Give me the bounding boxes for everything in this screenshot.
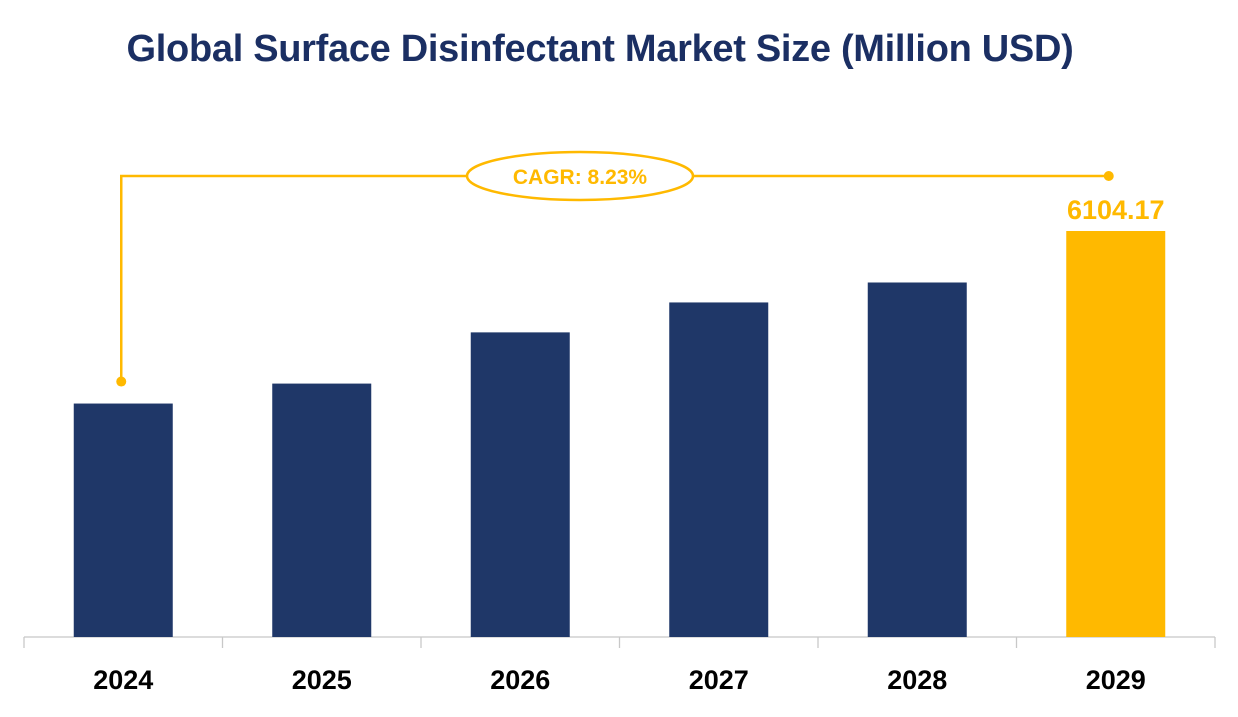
bar-2025: [272, 383, 372, 637]
x-tick-label-2028: 2028: [887, 665, 947, 695]
cagr-badge: [465, 150, 695, 202]
data-label-2029: 6104.17: [1067, 195, 1165, 225]
bar-2024: [73, 403, 173, 637]
bar-2027: [669, 302, 769, 637]
chart-title: Global Surface Disinfectant Market Size …: [126, 28, 1074, 70]
cagr-start-dot: [116, 376, 127, 387]
bar-2029: [1066, 231, 1166, 637]
bar-2028: [867, 282, 967, 637]
cagr-label: CAGR: 8.23%: [513, 166, 648, 189]
x-tick-label-2027: 2027: [689, 665, 749, 695]
x-tick-label-2024: 2024: [93, 665, 153, 695]
x-tick-label-2026: 2026: [490, 665, 550, 695]
cagr-end-dot: [1103, 171, 1114, 181]
x-tick-label-2025: 2025: [292, 665, 352, 695]
x-tick-label-2029: 2029: [1086, 665, 1146, 695]
cagr-connector-line: [120, 174, 1109, 382]
bar-2026: [470, 332, 570, 637]
